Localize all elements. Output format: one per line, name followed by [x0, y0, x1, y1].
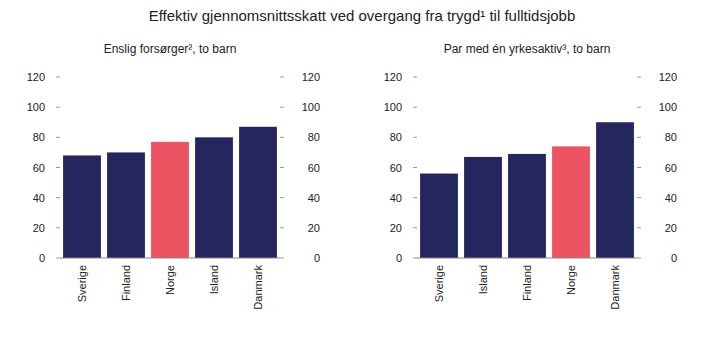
tick	[413, 258, 417, 259]
tick-label: 20	[33, 222, 45, 234]
tick-label: 40	[308, 192, 320, 204]
bar	[420, 174, 458, 258]
x-axis	[60, 258, 280, 259]
tick	[56, 167, 60, 168]
tick-label: 100	[384, 101, 402, 113]
tick	[413, 197, 417, 198]
tick	[56, 77, 60, 78]
bar	[552, 146, 590, 258]
tick	[637, 227, 641, 228]
category-label: Finland	[521, 265, 533, 301]
tick-label: 80	[390, 131, 402, 143]
tick-label: 120	[659, 71, 677, 83]
tick	[280, 77, 284, 78]
category-label: Island	[477, 265, 489, 294]
tick-label: 60	[665, 162, 677, 174]
tick	[280, 107, 284, 108]
tick	[56, 197, 60, 198]
tick	[637, 258, 641, 259]
tick-label: 0	[671, 252, 677, 264]
subtitle: Par med én yrkesaktiv³, to barn	[444, 42, 611, 56]
bar	[63, 155, 101, 258]
tick	[56, 137, 60, 138]
category-label: Danmark	[609, 265, 621, 310]
tick-label: 60	[33, 162, 45, 174]
tick	[56, 258, 60, 259]
tick	[413, 107, 417, 108]
tick	[280, 167, 284, 168]
tick-label: 100	[27, 101, 45, 113]
category-label: Finland	[120, 265, 132, 301]
tick-label: 120	[384, 71, 402, 83]
tick	[637, 107, 641, 108]
tick	[280, 227, 284, 228]
tick	[637, 197, 641, 198]
category-label: Norge	[565, 265, 577, 295]
tick-label: 0	[314, 252, 320, 264]
bars	[63, 127, 277, 258]
tick	[56, 107, 60, 108]
tick-label: 20	[308, 222, 320, 234]
bars	[420, 122, 634, 258]
tick	[280, 197, 284, 198]
tick-label: 40	[390, 192, 402, 204]
tick	[413, 77, 417, 78]
tick-label: 120	[27, 71, 45, 83]
chart-1: Par med én yrkesaktiv³, to barn 0 20 40 60 80…	[384, 42, 677, 310]
tick-label: 20	[390, 222, 402, 234]
x-axis	[417, 258, 637, 259]
bar	[151, 142, 189, 258]
bar	[107, 152, 145, 258]
tick	[280, 137, 284, 138]
tick-label: 100	[659, 101, 677, 113]
tick	[413, 137, 417, 138]
tick-label: 120	[302, 71, 320, 83]
figure: Effektiv gjennomsnittsskatt ved overgang…	[0, 0, 724, 341]
tick	[413, 167, 417, 168]
bar	[464, 157, 502, 258]
subtitle: Enslig forsørger², to barn	[104, 42, 237, 56]
category-label: Norge	[164, 265, 176, 295]
tick-label: 40	[33, 192, 45, 204]
tick-label: 0	[396, 252, 402, 264]
title: Effektiv gjennomsnittsskatt ved overgang…	[149, 7, 576, 24]
tick-label: 80	[33, 131, 45, 143]
tick	[413, 227, 417, 228]
tick-label: 100	[302, 101, 320, 113]
tick	[280, 258, 284, 259]
tick-label: 60	[308, 162, 320, 174]
category-label: Sverige	[76, 265, 88, 302]
tick-label: 0	[39, 252, 45, 264]
bar	[508, 154, 546, 258]
tick	[637, 137, 641, 138]
category-label: Island	[208, 265, 220, 294]
bar	[195, 137, 233, 258]
bar	[239, 127, 277, 258]
chart-0: Enslig forsørger², to barn 0 20 40 60 80 100 12…	[27, 42, 320, 310]
tick-label: 40	[665, 192, 677, 204]
category-label: Danmark	[252, 265, 264, 310]
tick	[637, 77, 641, 78]
tick-label: 80	[665, 131, 677, 143]
bar	[596, 122, 634, 258]
tick	[637, 167, 641, 168]
tick-label: 20	[665, 222, 677, 234]
tick-label: 80	[308, 131, 320, 143]
tick	[56, 227, 60, 228]
tick-label: 60	[390, 162, 402, 174]
category-label: Sverige	[433, 265, 445, 302]
